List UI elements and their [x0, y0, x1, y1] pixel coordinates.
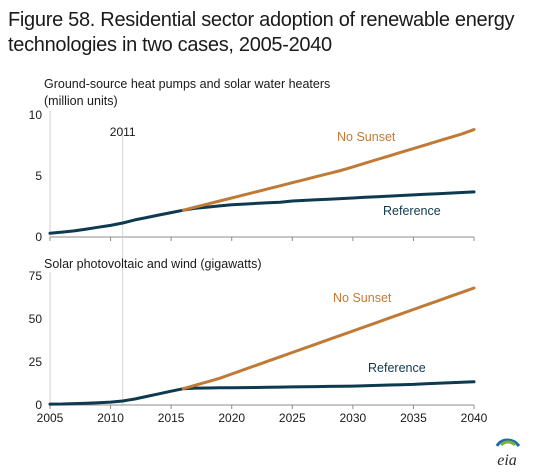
series-label-reference: Reference [368, 361, 426, 375]
series-label-reference: Reference [383, 204, 441, 218]
series-label-no-sunset: No Sunset [337, 130, 396, 144]
panel-title: (million units) [44, 94, 118, 108]
series-line-no-sunset [181, 128, 476, 212]
y-tick-label: 0 [35, 230, 42, 244]
x-tick-label: 2035 [400, 411, 427, 425]
x-tick-label: 2030 [340, 411, 367, 425]
eia-logo: eia [495, 438, 521, 468]
x-tick-label: 2010 [97, 411, 124, 425]
panel-title: Ground-source heat pumps and solar water… [44, 77, 330, 91]
y-tick-label: 10 [29, 108, 43, 122]
y-tick-label: 75 [29, 269, 43, 283]
series-line-reference [48, 190, 476, 235]
panel-title: Solar photovoltaic and wind (gigawatts) [44, 257, 261, 271]
y-tick-label: 0 [35, 398, 42, 412]
y-tick-label: 25 [29, 355, 43, 369]
series-label-no-sunset: No Sunset [333, 291, 392, 305]
y-tick-label: 50 [29, 312, 43, 326]
series-line-reference [48, 380, 476, 406]
y-tick-label: 5 [35, 169, 42, 183]
figure-title: Figure 58. Residential sector adoption o… [8, 9, 515, 56]
series-line-no-sunset [181, 286, 476, 391]
x-tick-label: 2005 [37, 411, 64, 425]
x-tick-label: 2020 [218, 411, 245, 425]
reference-year-label: 2011 [110, 125, 136, 139]
x-tick-label: 2015 [158, 411, 185, 425]
logo-text: eia [497, 452, 517, 468]
x-tick-label: 2040 [461, 411, 488, 425]
x-tick-label: 2025 [279, 411, 306, 425]
logo-arc-blue [495, 438, 521, 448]
logo-arc-green [499, 440, 517, 447]
